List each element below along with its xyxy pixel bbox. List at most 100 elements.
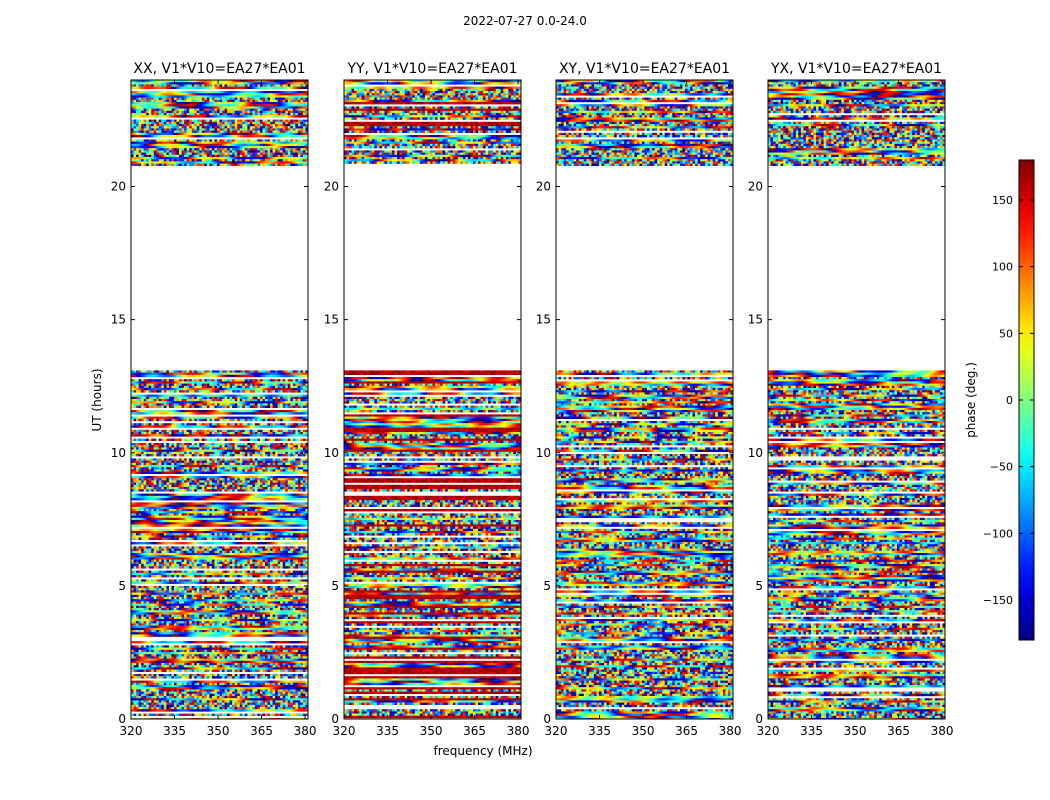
phase-cell <box>219 84 223 87</box>
phase-cell <box>247 102 251 105</box>
phase-cell <box>257 157 261 160</box>
phase-cell <box>191 93 195 96</box>
phase-cell <box>222 412 225 415</box>
phase-cell <box>179 445 182 448</box>
phase-cell <box>242 93 246 96</box>
phase-cell <box>272 370 276 373</box>
phase-cell <box>292 132 296 136</box>
phase-cell <box>194 126 198 129</box>
phase-cell <box>227 152 230 155</box>
phase-cell <box>290 458 294 461</box>
phase-cell <box>211 99 215 103</box>
phase-cell <box>196 141 200 144</box>
phase-cell <box>290 97 294 100</box>
phase-cell <box>176 159 180 162</box>
phase-cell <box>287 82 291 85</box>
phase-cell <box>186 148 190 151</box>
phase-cell <box>300 416 304 419</box>
phase-cell <box>234 425 238 428</box>
phase-cell <box>206 416 210 419</box>
phase-cell <box>158 106 162 109</box>
phase-cell <box>300 390 304 393</box>
phase-cell <box>242 438 246 441</box>
phase-cell <box>166 418 170 422</box>
phase-cell <box>158 135 162 138</box>
phase-cell <box>272 460 276 463</box>
phase-cell <box>234 113 238 116</box>
phase-cell <box>191 95 195 98</box>
phase-cell <box>206 372 210 375</box>
phase-cell <box>171 148 175 151</box>
phase-cell <box>176 146 180 149</box>
phase-cell <box>151 143 155 147</box>
phase-cell <box>234 372 238 375</box>
phase-cell <box>199 157 203 160</box>
phase-cell <box>161 401 165 404</box>
phase-cell <box>133 396 137 400</box>
phase-cell <box>285 148 289 151</box>
phase-cell <box>227 399 230 402</box>
phase-cell <box>143 159 147 162</box>
phase-cell <box>242 449 246 452</box>
phase-cell <box>297 95 301 98</box>
phase-cell <box>270 425 273 428</box>
phase-cell <box>270 157 273 160</box>
phase-cell <box>141 443 144 446</box>
phase-cell <box>242 416 246 419</box>
phase-cell <box>287 163 291 166</box>
phase-cell <box>219 432 223 435</box>
phase-cell <box>227 396 230 400</box>
phase-cell <box>292 401 296 404</box>
phase-cell <box>254 458 258 461</box>
phase-cell <box>262 104 266 107</box>
phase-cell <box>229 447 233 450</box>
phase-cell <box>168 86 172 89</box>
phase-cell <box>247 157 251 160</box>
phase-cell <box>234 432 238 435</box>
phase-cell <box>136 141 139 144</box>
phase-cell <box>173 132 177 136</box>
phase-cell <box>285 379 289 382</box>
phase-cell <box>131 465 134 468</box>
phase-cell <box>141 396 144 400</box>
phase-cell <box>214 82 218 85</box>
phase-cell <box>219 443 223 446</box>
phase-cell <box>136 416 139 419</box>
phase-cell <box>280 97 284 100</box>
phase-cell <box>201 80 205 83</box>
phase-cell <box>282 121 286 125</box>
phase-cell <box>224 163 228 166</box>
phase-cell <box>163 423 167 426</box>
phase-cell <box>179 403 182 406</box>
phase-cell <box>158 150 162 153</box>
phase-cell <box>297 429 301 433</box>
phase-cell <box>244 115 248 118</box>
phase-cell <box>282 443 286 446</box>
phase-cell <box>199 410 203 413</box>
phase-cell <box>247 465 251 468</box>
phase-cell <box>259 451 263 455</box>
phase-cell <box>189 91 192 94</box>
phase-cell <box>259 460 263 463</box>
phase-cell <box>292 113 296 116</box>
phase-cell <box>297 410 301 413</box>
phase-cell <box>181 121 185 125</box>
phase-cell <box>158 121 162 125</box>
phase-cell <box>302 132 306 136</box>
phase-cell <box>209 132 213 136</box>
phase-cell <box>204 429 208 433</box>
phase-cell <box>297 154 301 158</box>
phase-cell <box>189 374 192 378</box>
phase-cell <box>171 108 175 111</box>
phase-cell <box>138 388 142 391</box>
phase-cell <box>216 141 220 144</box>
phase-cell <box>295 410 299 413</box>
phase-cell <box>191 130 195 133</box>
phase-cell <box>270 124 273 127</box>
phase-cell <box>131 161 134 164</box>
phase-cell <box>209 465 213 468</box>
phase-cell <box>143 102 147 105</box>
phase-cell <box>173 381 177 384</box>
phase-cell <box>143 449 147 452</box>
phase-cell <box>158 425 162 428</box>
